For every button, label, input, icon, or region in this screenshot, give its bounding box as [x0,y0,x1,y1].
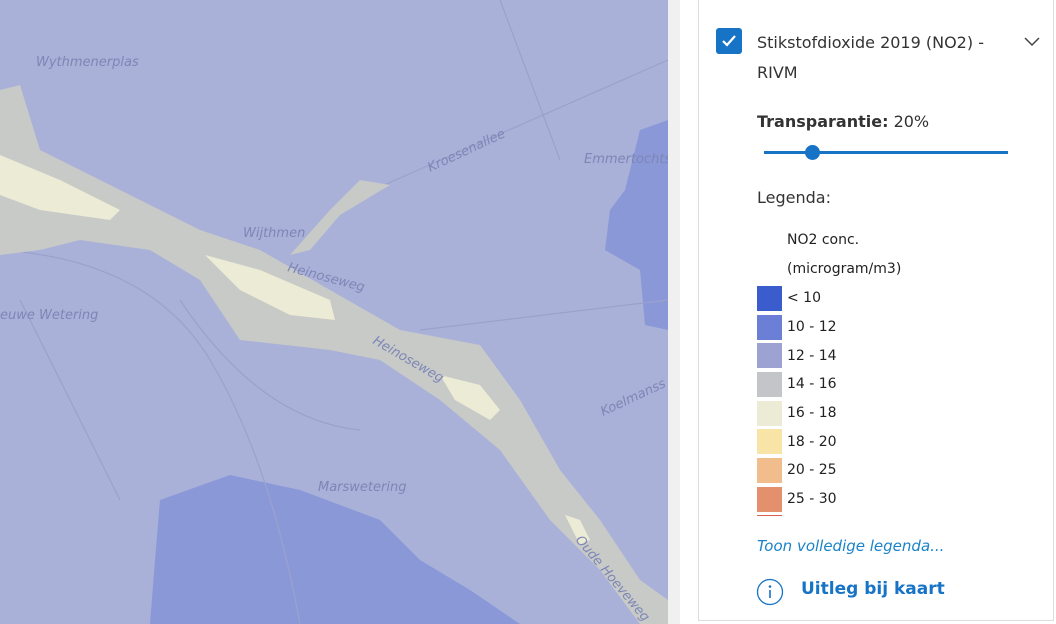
legend-item: 18 - 20 [757,427,957,456]
legend-label: 14 - 16 [787,376,837,393]
map-label: Marswetering [318,480,406,495]
full-legend-link[interactable]: Toon volledige legenda... [757,537,945,555]
legend-item: 16 - 18 [757,399,957,428]
transparency-label: Transparantie: [757,112,889,131]
legend-label: 10 - 12 [787,319,837,336]
layer-title: Stikstofdioxide 2019 (NO2) - RIVM [757,33,984,82]
legend-header: NO2 conc. [787,232,860,248]
legend-swatch [757,400,782,426]
map-label: Emmertochts [584,152,668,167]
legend-item [757,514,957,516]
legend-title: Legenda: [757,188,831,207]
map-label: Wythmenerplas [36,55,139,70]
legend-label: 16 - 18 [787,405,837,422]
legend-swatch [757,285,782,311]
legend-swatch [757,457,782,483]
layer-checkbox[interactable] [716,28,742,54]
legend-label: < 10 [787,290,821,307]
legend-item: 12 - 14 [757,341,957,370]
legend-label: 25 - 30 [787,491,837,508]
legend-swatch [757,314,782,340]
info-icon[interactable] [756,578,784,606]
legend-swatch [757,371,782,397]
legend-item: 25 - 30 [757,485,957,514]
legend-label: 20 - 25 [787,462,837,479]
legend-swatch [757,429,782,455]
legend-item: < 10 [757,284,957,313]
legend-swatch [757,343,782,369]
legend-header: (microgram/m3) [787,261,902,277]
collapse-toggle[interactable] [1024,36,1040,48]
transparency-value: 20% [893,112,930,131]
legend-label: 12 - 14 [787,347,837,364]
map-label: Wijthmen [243,226,305,241]
legend-label: 18 - 20 [787,433,837,450]
map-label: euwe Wetering [0,308,98,323]
info-link[interactable]: Uitleg bij kaart [801,579,945,599]
slider-thumb[interactable] [805,145,821,160]
legend-swatch [757,486,782,512]
legend-item: 14 - 16 [757,370,957,399]
legend-swatch [757,515,782,516]
transparency: Transparantie: 20% [757,112,929,131]
legend-item: 10 - 12 [757,313,957,342]
divider [668,0,680,624]
legend-item: 20 - 25 [757,456,957,485]
slider-track[interactable] [764,151,1008,154]
legend: NO2 conc. (microgram/m3) < 10 10 - 12 12 - 1… [757,226,957,516]
